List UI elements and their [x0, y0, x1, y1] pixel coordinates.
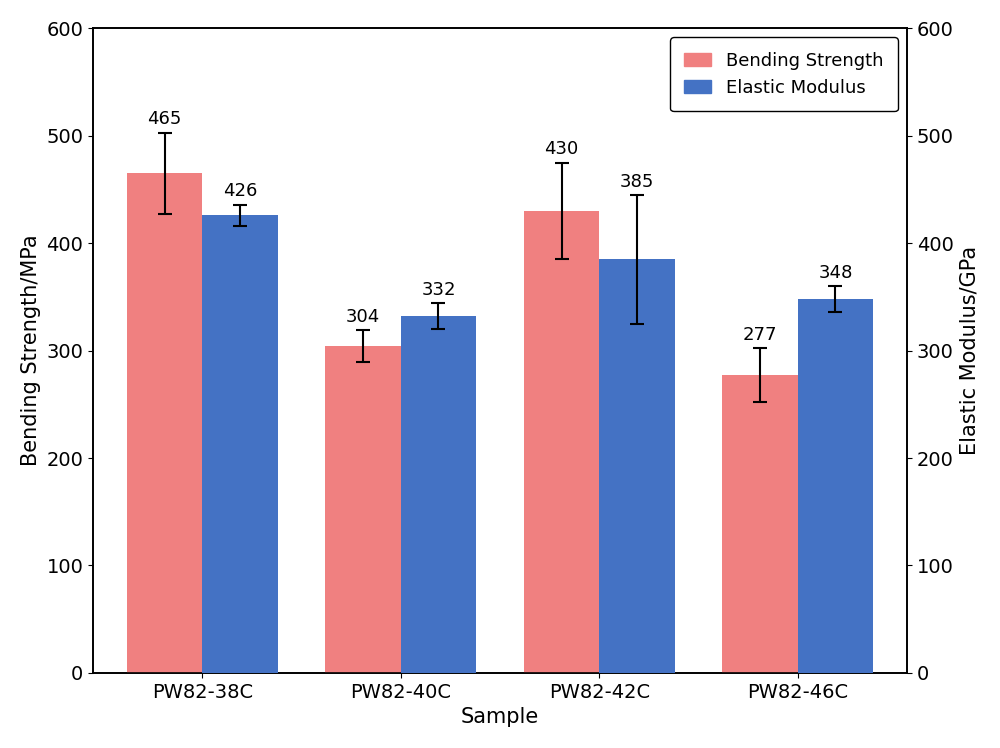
Text: 348: 348 — [818, 264, 853, 282]
Text: 465: 465 — [147, 110, 182, 128]
Y-axis label: Elastic Modulus/GPa: Elastic Modulus/GPa — [959, 246, 979, 456]
Text: 385: 385 — [620, 173, 654, 191]
Bar — [325, 346, 401, 673]
Bar — [798, 299, 873, 673]
Bar — [524, 211, 599, 673]
Text: 426: 426 — [223, 183, 257, 200]
Bar — [722, 375, 798, 673]
Bar — [599, 260, 675, 673]
Text: 430: 430 — [544, 141, 579, 159]
Bar — [127, 174, 202, 673]
Text: 304: 304 — [346, 308, 380, 326]
Y-axis label: Bending Strength/MPa: Bending Strength/MPa — [21, 235, 41, 467]
Text: 332: 332 — [421, 281, 456, 299]
Bar — [202, 215, 278, 673]
Text: 277: 277 — [743, 326, 777, 344]
X-axis label: Sample: Sample — [461, 707, 539, 727]
Legend: Bending Strength, Elastic Modulus: Bending Strength, Elastic Modulus — [670, 37, 898, 111]
Bar — [401, 316, 476, 673]
